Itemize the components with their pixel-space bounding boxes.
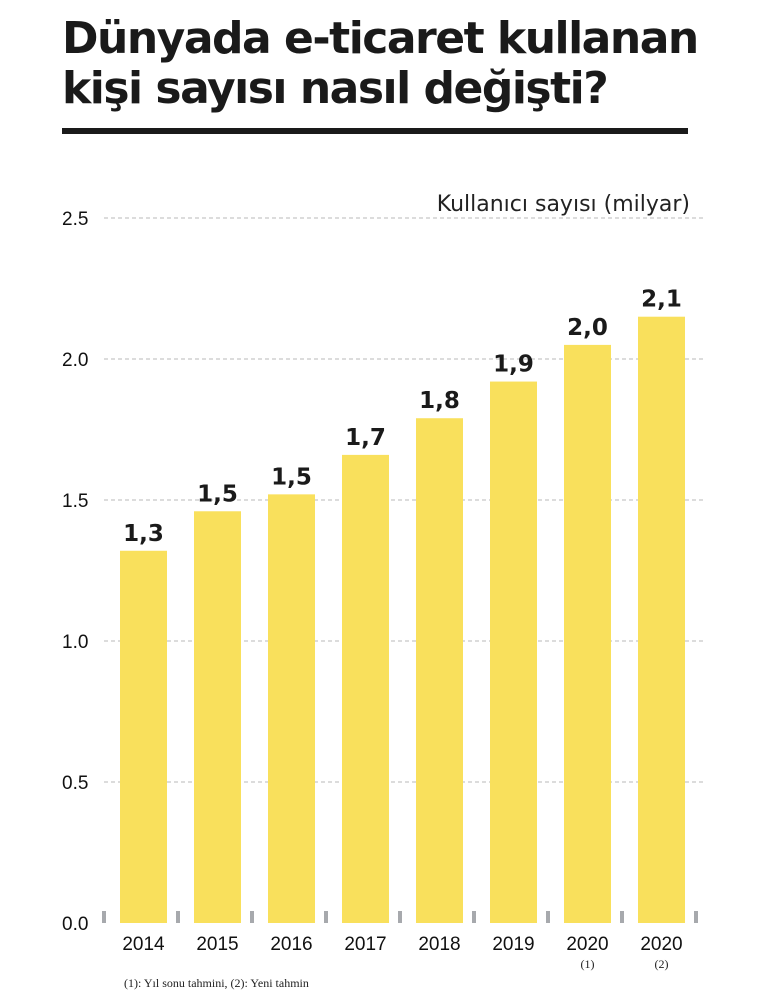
bar [490, 381, 537, 923]
x-tick-label: 2015 [196, 934, 238, 955]
value-label: 1,5 [197, 481, 238, 507]
axis-stubs [102, 911, 698, 923]
axis-stub [546, 911, 550, 923]
axis-stub [694, 911, 698, 923]
value-label: 2,1 [641, 287, 682, 313]
bar [416, 418, 463, 923]
axis-stub [398, 911, 402, 923]
value-label: 1,9 [493, 352, 534, 378]
footnote: (1): Yıl sonu tahmini, (2): Yeni tahmin [124, 976, 309, 990]
bars [120, 316, 685, 923]
x-tick-label: 2018 [418, 934, 460, 955]
y-tick-label: 1.5 [62, 491, 88, 512]
title-divider [62, 128, 688, 134]
x-tick-label: 2020 [640, 934, 682, 955]
bar [342, 454, 389, 923]
axis-stub [324, 911, 328, 923]
y-tick-label: 0.0 [62, 914, 88, 935]
x-tick-label: 2016 [270, 934, 312, 955]
bar-chart: Kullanıcı sayısı (milyar) 0.0 0.5 1.0 1.5 2.… [62, 192, 704, 971]
axis-stub [102, 911, 106, 923]
bar [120, 550, 167, 923]
x-tick-label: 2014 [122, 934, 165, 955]
y-tick-label: 1.0 [62, 632, 88, 653]
axis-stub [250, 911, 254, 923]
bar [194, 511, 241, 923]
value-labels: 1,3 1,5 1,5 1,7 1,8 1,9 2,0 2,1 [123, 287, 682, 547]
axis-stub [176, 911, 180, 923]
value-label: 1,7 [345, 425, 386, 451]
x-tick-label: 2017 [344, 934, 386, 955]
x-tick-sublabel: (2) [655, 957, 669, 971]
y-axis-label: Kullanıcı sayısı (milyar) [437, 192, 690, 217]
y-tick-label: 2.5 [62, 209, 88, 230]
axis-stub [620, 911, 624, 923]
y-tick-label: 2.0 [62, 350, 88, 371]
x-axis-categories: 2014 2015 2016 2017 2018 2019 2020 (1) 2020 (2) [122, 934, 682, 971]
value-label: 2,0 [567, 315, 608, 341]
bar [564, 344, 611, 923]
x-tick-label: 2019 [492, 934, 534, 955]
chart-title: Dünyada e-ticaret kullanan kişi sayısı n… [62, 13, 699, 114]
x-tick-sublabel: (1) [581, 957, 595, 971]
y-tick-label: 0.5 [62, 773, 88, 794]
value-label: 1,3 [123, 521, 164, 547]
x-tick-label: 2020 [566, 934, 608, 955]
axis-stub [472, 911, 476, 923]
bar [638, 316, 685, 923]
y-axis-ticks: 0.0 0.5 1.0 1.5 2.0 2.5 [62, 209, 88, 935]
value-label: 1,5 [271, 464, 312, 490]
bar [268, 494, 315, 923]
value-label: 1,8 [419, 388, 460, 414]
